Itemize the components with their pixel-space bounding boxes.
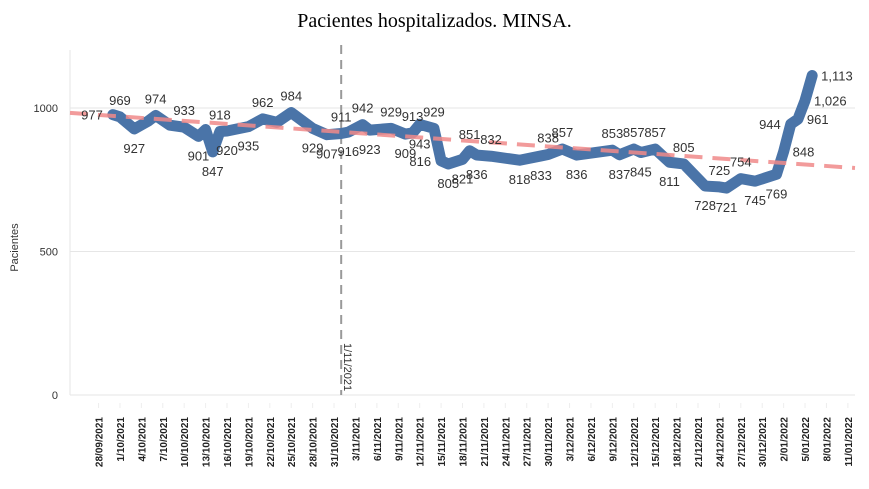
data-label: 962 (252, 95, 274, 110)
y-axis-label: Pacientes (9, 223, 21, 272)
x-tick-label: 28/10/2021 (309, 417, 320, 467)
data-label: 851 (459, 127, 481, 142)
data-label: 916 (337, 144, 359, 159)
data-label: 805 (437, 176, 459, 191)
x-tick-label: 2/01/2022 (780, 417, 791, 462)
data-label: 837 (609, 167, 631, 182)
data-label: 836 (566, 167, 588, 182)
data-label: 853 (602, 126, 624, 141)
data-label: 745 (744, 193, 766, 208)
x-tick-label: 30/11/2021 (544, 417, 555, 467)
data-label: 811 (659, 174, 680, 189)
data-label: 929 (302, 140, 324, 155)
x-tick-label: 30/12/2021 (758, 417, 769, 467)
data-label: 821 (452, 171, 474, 186)
x-tick-label: 25/10/2021 (287, 417, 298, 467)
data-label: 818 (509, 172, 531, 187)
x-tick-label: 10/10/2021 (180, 417, 191, 467)
x-tick-label: 16/10/2021 (223, 417, 234, 467)
trend-line (69, 110, 856, 170)
x-tick-label: 24/12/2021 (715, 417, 726, 467)
data-label: 933 (173, 103, 195, 118)
data-label: 857 (644, 125, 666, 140)
data-label: 918 (209, 108, 231, 123)
data-label: 944 (759, 117, 781, 132)
data-label: 961 (807, 112, 829, 127)
data-label: 848 (793, 145, 815, 160)
x-tick-label: 9/12/2021 (608, 417, 619, 462)
data-label: 816 (409, 154, 431, 169)
vertical-marker-label: 1/11/2021 (341, 343, 353, 391)
x-tick-label: 6/11/2021 (373, 417, 384, 461)
data-label: 838 (537, 130, 559, 145)
data-label: 943 (409, 136, 431, 151)
chart-title: Pacientes hospitalizados. MINSA. (297, 10, 572, 32)
y-tick-label: 500 (40, 247, 58, 259)
series-line (107, 70, 818, 194)
data-label: 907 (316, 147, 338, 162)
x-tick-label: 6/12/2021 (587, 417, 598, 462)
data-label: 977 (81, 108, 103, 123)
data-label: 974 (145, 91, 167, 106)
data-label: 984 (280, 89, 302, 104)
x-tick-label: 31/10/2021 (330, 417, 341, 467)
x-tick-label: 3/11/2021 (351, 417, 362, 461)
x-tick-label: 12/11/2021 (416, 417, 427, 467)
data-label: 901 (188, 148, 210, 163)
x-tick-label: 27/11/2021 (523, 417, 534, 467)
data-label: 929 (423, 104, 445, 119)
y-tick-label: 1000 (34, 103, 58, 115)
y-tick-label: 0 (52, 390, 58, 402)
x-tick-label: 9/11/2021 (394, 417, 405, 461)
data-label: 909 (395, 146, 417, 161)
data-label: 728 (694, 198, 716, 213)
data-label: 911 (331, 110, 352, 125)
data-label: 836 (466, 167, 488, 182)
data-label: 920 (216, 143, 238, 158)
data-label: 1,026 (814, 94, 847, 109)
x-tick-label: 24/11/2021 (501, 417, 512, 467)
data-label: 805 (673, 140, 695, 155)
data-label: 923 (359, 142, 381, 157)
x-tick-label: 21/11/2021 (480, 417, 491, 467)
data-label: 927 (123, 141, 145, 156)
x-tick-label: 12/12/2021 (630, 417, 641, 467)
x-tick-label: 3/12/2021 (566, 417, 577, 462)
data-label: 929 (380, 104, 402, 119)
data-label: 832 (480, 132, 502, 147)
data-label: 845 (630, 164, 652, 179)
data-label: 754 (730, 155, 752, 170)
x-tick-label: 4/10/2021 (137, 417, 148, 462)
data-label: 847 (202, 164, 224, 179)
data-label: 942 (352, 101, 374, 116)
data-label: 725 (709, 163, 731, 178)
x-tick-label: 15/11/2021 (437, 417, 448, 467)
x-tick-label: 13/10/2021 (202, 417, 213, 467)
x-tick-label: 22/10/2021 (266, 417, 277, 467)
x-tick-label: 1/10/2021 (116, 417, 127, 462)
x-tick-label: 15/12/2021 (651, 417, 662, 467)
data-label: 969 (109, 93, 131, 108)
x-tick-label: 11/01/2022 (844, 417, 855, 467)
data-label: 935 (238, 139, 260, 154)
data-label: 833 (530, 168, 552, 183)
x-tick-label: 27/12/2021 (737, 417, 748, 467)
x-tick-label: 7/10/2021 (159, 417, 170, 462)
data-label: 857 (623, 125, 645, 140)
data-label: 913 (402, 109, 424, 124)
data-label: 1,113 (821, 69, 853, 84)
x-tick-label: 18/12/2021 (673, 417, 684, 467)
x-tick-label: 5/01/2022 (801, 417, 812, 462)
x-tick-label: 18/11/2021 (459, 417, 470, 467)
data-label: 769 (766, 186, 788, 201)
x-tick-label: 8/01/2022 (822, 417, 833, 462)
data-label: 857 (552, 125, 574, 140)
x-tick-label: 21/12/2021 (694, 417, 705, 467)
x-tick-label: 19/10/2021 (244, 417, 255, 467)
data-label: 721 (716, 200, 738, 215)
x-tick-label: 28/09/2021 (95, 417, 106, 467)
